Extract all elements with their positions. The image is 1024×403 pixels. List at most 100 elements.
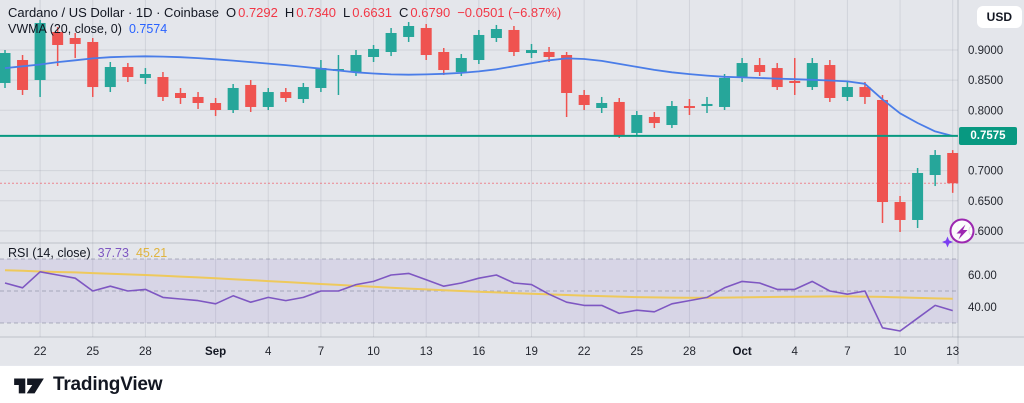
- ohlc-low: L 0.6631: [343, 5, 393, 20]
- time-tick-label: 25: [86, 346, 99, 358]
- candle-body: [385, 32, 397, 52]
- candle-body: [701, 103, 713, 107]
- tradingview-brand[interactable]: TradingView: [53, 373, 163, 395]
- candle-body: [947, 152, 959, 184]
- chart-canvas[interactable]: 0.9000 0.8500 0.8000 0.7000 0.6500 0.6000 60.0…: [0, 0, 1024, 365]
- candle-body: [297, 87, 309, 100]
- sparkle-star-icon: [942, 236, 953, 248]
- price-axis[interactable]: 0.9000 0.8500 0.8000 0.7000 0.6500 0.6000 60.0…: [968, 45, 1003, 314]
- candle-body: [245, 84, 257, 107]
- candle-body: [648, 116, 660, 124]
- candle-body: [473, 34, 485, 61]
- candle-body: [771, 68, 783, 88]
- candle-body: [631, 115, 643, 133]
- candle-body: [175, 92, 186, 98]
- time-tick-label: 28: [683, 346, 696, 358]
- candle-body: [561, 55, 573, 93]
- candle-body: [139, 73, 151, 78]
- time-tick-label: 13: [420, 346, 433, 358]
- rsi-tick-label: 40.00: [968, 302, 997, 314]
- time-tick-label: 4: [265, 346, 272, 358]
- rsi-legend[interactable]: RSI (14, close) 37.73 45.21: [8, 246, 167, 260]
- time-axis[interactable]: 22 25 28 Sep 4 7 10 13 16 19 22 25 28 Oct 4 7 10 13: [34, 346, 959, 358]
- candle-body: [683, 106, 695, 109]
- boost-sparkle-icon[interactable]: [939, 215, 979, 253]
- candle-body: [403, 26, 415, 37]
- time-tick-label: 10: [367, 346, 380, 358]
- candle-body: [578, 94, 590, 105]
- candle-body: [719, 77, 731, 107]
- rsi-line: [4, 270, 953, 332]
- price-tick-label: 0.7000: [968, 166, 1003, 178]
- candle-body: [262, 92, 274, 107]
- time-tick-label: 16: [472, 346, 485, 358]
- rsi-tick-label: 60.00: [968, 270, 997, 282]
- time-tick-label: 13: [946, 346, 959, 358]
- time-tick-label: Sep: [205, 346, 226, 358]
- candle-body: [894, 202, 906, 220]
- time-tick-label: Oct: [733, 346, 752, 358]
- candle-body: [508, 29, 520, 52]
- candle-body: [438, 51, 450, 71]
- rsi-value: 37.73: [97, 246, 129, 260]
- candle-body: [613, 101, 625, 136]
- vwma-legend[interactable]: VWMA (20, close, 0) 0.7574: [8, 22, 167, 36]
- candle-body: [526, 50, 537, 54]
- candle-body: [315, 68, 327, 88]
- time-tick-label: 19: [525, 346, 538, 358]
- symbol-title: Cardano / US Dollar · 1D · Coinbase: [8, 5, 219, 20]
- time-tick-label: 4: [792, 346, 799, 358]
- vwma-label: VWMA (20, close, 0): [8, 22, 122, 36]
- candle-body: [350, 55, 362, 73]
- candle-body: [227, 87, 239, 110]
- candle-body: [666, 106, 678, 126]
- price-line-badge: 0.7575: [959, 127, 1017, 145]
- candle-body: [824, 65, 836, 98]
- candle-body: [104, 67, 116, 88]
- candle-body: [543, 51, 555, 57]
- symbol-legend[interactable]: Cardano / US Dollar · 1D · Coinbase O 0.7…: [8, 5, 561, 20]
- candle-body: [841, 87, 853, 97]
- candle-body: [87, 41, 99, 88]
- price-tick-label: 0.8000: [968, 105, 1003, 117]
- candle-body: [736, 63, 748, 78]
- candle-body: [929, 154, 941, 176]
- candle-body: [122, 67, 134, 78]
- price-tick-label: 0.6500: [968, 196, 1003, 208]
- ohlc-open: O 0.7292: [225, 5, 278, 20]
- time-tick-label: 22: [34, 346, 47, 358]
- price-tick-label: 0.6000: [968, 226, 1003, 238]
- candle-body: [280, 92, 292, 98]
- price-tick-label: 0.9000: [968, 45, 1003, 57]
- candle-body: [490, 29, 502, 39]
- vwma-line: [4, 55, 953, 137]
- candle-body: [368, 48, 380, 57]
- candle-body: [754, 65, 766, 73]
- time-tick-label: 10: [894, 346, 907, 358]
- rsi-ma-line: [4, 269, 953, 300]
- time-tick-label: 7: [844, 346, 850, 358]
- tradingview-logo-icon[interactable]: [13, 372, 45, 398]
- vwma-value: 0.7574: [128, 22, 168, 36]
- candle-body: [859, 87, 871, 97]
- candle-body: [69, 38, 81, 44]
- lightning-bolt-icon: [956, 224, 968, 240]
- candle-body: [34, 22, 46, 81]
- candle-body: [789, 80, 801, 83]
- currency-button[interactable]: USD: [976, 6, 1022, 28]
- price-tick-label: 0.8500: [968, 75, 1003, 87]
- candle-body: [806, 63, 818, 88]
- time-tick-label: 28: [139, 346, 152, 358]
- change-value: −0.0501 (−6.87%): [457, 5, 562, 20]
- rsi-ma-value: 45.21: [135, 246, 168, 260]
- candle-body: [192, 96, 204, 104]
- time-tick-label: 22: [578, 346, 591, 358]
- footer-bar: TradingView: [0, 365, 1024, 403]
- candle-body: [596, 103, 608, 109]
- candle-body: [52, 31, 64, 45]
- ohlc-high: H 0.7340: [284, 5, 337, 20]
- candle-body: [455, 58, 467, 73]
- candle-body: [210, 103, 222, 110]
- candle-body: [420, 27, 432, 56]
